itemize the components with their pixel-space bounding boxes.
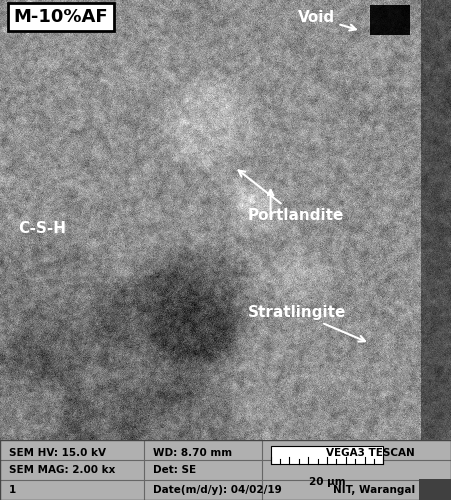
Text: NIT, Warangal: NIT, Warangal — [333, 485, 415, 495]
Bar — [419, 479, 451, 500]
Text: M-10%AF: M-10%AF — [14, 8, 108, 26]
Text: C-S-H: C-S-H — [18, 221, 66, 236]
Text: 20 μm: 20 μm — [308, 477, 345, 487]
Text: Portlandite: Portlandite — [239, 170, 345, 223]
Text: Void: Void — [298, 10, 356, 30]
Text: Date(m/d/y): 04/02/19: Date(m/d/y): 04/02/19 — [153, 485, 282, 495]
Text: VEGA3 TESCAN: VEGA3 TESCAN — [326, 448, 415, 458]
Text: SEM MAG: 2.00 kx: SEM MAG: 2.00 kx — [9, 465, 115, 475]
Text: Det: SE: Det: SE — [153, 465, 197, 475]
Text: SEM HV: 15.0 kV: SEM HV: 15.0 kV — [9, 448, 106, 458]
Text: Stratlingite: Stratlingite — [248, 305, 365, 342]
Bar — [271, 446, 383, 464]
Text: WD: 8.70 mm: WD: 8.70 mm — [153, 448, 232, 458]
Text: 1: 1 — [9, 485, 16, 495]
